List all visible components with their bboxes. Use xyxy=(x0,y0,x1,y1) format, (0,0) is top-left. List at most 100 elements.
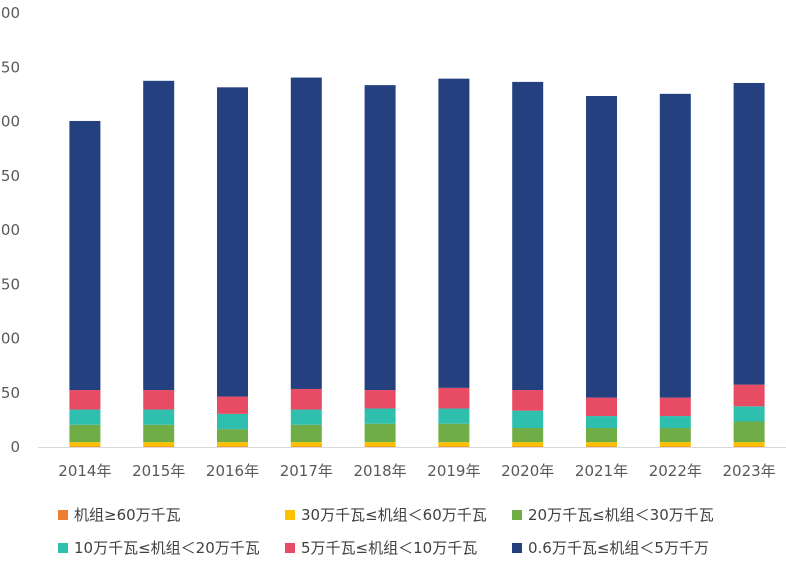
bar-segment xyxy=(143,80,175,391)
legend-item-5-10: 5万千瓦≤机组＜10万千瓦 xyxy=(285,537,512,558)
bar-segment xyxy=(143,409,175,425)
bar-segment xyxy=(512,390,544,411)
bar-segment xyxy=(69,442,101,447)
x-tick-label: 2018年 xyxy=(354,462,407,480)
x-tick-label: 2015年 xyxy=(132,462,185,480)
bar-segment xyxy=(69,446,101,447)
x-tick-label: 2021年 xyxy=(575,462,628,480)
x-tick-label: 2017年 xyxy=(280,462,333,480)
bar-segment xyxy=(290,388,322,410)
bar-segment xyxy=(733,82,765,385)
x-tick-label: 2014年 xyxy=(58,462,111,480)
bar-segment xyxy=(512,428,544,443)
y-tick-label: 200 xyxy=(0,221,20,239)
bar-segment xyxy=(659,397,691,417)
x-tick-label: 2019年 xyxy=(427,462,480,480)
bar-segment xyxy=(659,93,691,398)
bar-segment xyxy=(733,442,765,447)
bar-segment xyxy=(512,81,544,391)
legend-swatch xyxy=(512,542,522,553)
bar-segment xyxy=(364,446,396,447)
legend-swatch xyxy=(285,542,295,553)
legend-row-1: 机组≥60万千瓦 30万千瓦≤机组＜60万千瓦 20万千瓦≤机组＜30万千瓦 xyxy=(58,498,778,531)
legend-label: 10万千瓦≤机组＜20万千瓦 xyxy=(74,539,260,557)
legend-item-10-20: 10万千瓦≤机组＜20万千瓦 xyxy=(58,537,285,558)
bar-segment xyxy=(586,446,617,447)
bar-segment xyxy=(217,413,248,430)
x-axis: 2014年 2015年 2016年 2017年 2018年 2019年 2020年 2021年… xyxy=(58,462,775,480)
bar-segment xyxy=(586,397,617,417)
bar-segment xyxy=(217,446,248,447)
y-tick-label: 150 xyxy=(0,275,20,293)
bar-segment xyxy=(143,446,175,447)
x-tick-label: 2020年 xyxy=(501,462,554,480)
bar-segment xyxy=(69,390,101,410)
stacked-bar-chart: 0 50 100 150 200 250 300 350 400 2014年 2015年 2016年… xyxy=(0,4,786,480)
bar-segment xyxy=(659,446,691,447)
bar-segment xyxy=(659,416,691,429)
bar-segment xyxy=(438,442,470,447)
bar-segment xyxy=(217,87,248,397)
y-tick-label: 50 xyxy=(1,384,20,402)
legend-swatch xyxy=(285,509,295,520)
legend-swatch xyxy=(512,509,522,520)
bar-segment xyxy=(217,442,248,447)
bar-segment xyxy=(364,390,396,409)
bar-segment xyxy=(143,390,175,410)
legend-label: 20万千瓦≤机组＜30万千瓦 xyxy=(528,506,714,524)
bar-segment xyxy=(586,96,617,398)
bar-segment xyxy=(364,408,396,424)
bar-segment xyxy=(290,409,322,425)
bar-segment xyxy=(364,85,396,391)
x-tick-label: 2022年 xyxy=(649,462,702,480)
bar-segment xyxy=(290,442,322,447)
bar-segment xyxy=(143,424,175,443)
legend-label: 0.6万千瓦≤机组＜5万千万 xyxy=(528,539,709,557)
y-tick-label: 400 xyxy=(0,4,20,22)
y-tick-label: 300 xyxy=(0,113,20,131)
bar-segment xyxy=(586,442,617,447)
bar-segment xyxy=(659,442,691,447)
bar-segment xyxy=(733,421,765,443)
bar-segment xyxy=(733,384,765,407)
bar-segment xyxy=(69,120,101,391)
y-tick-label: 100 xyxy=(0,330,20,348)
bar-segment xyxy=(438,446,470,447)
bar-segment xyxy=(69,409,101,425)
bar-segment xyxy=(217,429,248,443)
x-tick-label: 2016年 xyxy=(206,462,259,480)
bar-segment xyxy=(438,408,470,424)
bar-segment xyxy=(586,416,617,429)
bar-segment xyxy=(364,442,396,447)
bar-segment xyxy=(512,446,544,447)
bar-segment xyxy=(364,423,396,443)
bar-segment xyxy=(659,428,691,443)
legend-swatch xyxy=(58,542,68,553)
bar-segment xyxy=(143,442,175,447)
bar-segment xyxy=(290,424,322,443)
legend-item-30-60: 30万千瓦≤机组＜60万千瓦 xyxy=(285,504,512,525)
bar-segment xyxy=(290,77,322,389)
bar-segment xyxy=(733,406,765,422)
bar-segment xyxy=(512,410,544,429)
legend-item-ge-60: 机组≥60万千瓦 xyxy=(58,504,285,525)
bar-segment xyxy=(586,428,617,443)
bar-segment xyxy=(290,446,322,447)
y-tick-label: 250 xyxy=(0,167,20,185)
legend-label: 5万千瓦≤机组＜10万千瓦 xyxy=(301,539,478,557)
y-tick-label: 0 xyxy=(10,438,20,456)
legend-item-0.6-5: 0.6万千瓦≤机组＜5万千万 xyxy=(512,537,709,558)
y-axis: 0 50 100 150 200 250 300 350 400 xyxy=(0,4,20,456)
bar-segment xyxy=(438,78,470,388)
legend-label: 30万千瓦≤机组＜60万千瓦 xyxy=(301,506,487,524)
x-tick-label: 2023年 xyxy=(723,462,776,480)
legend-label: 机组≥60万千瓦 xyxy=(74,506,181,524)
bar-segment xyxy=(438,423,470,443)
legend-item-20-30: 20万千瓦≤机组＜30万千瓦 xyxy=(512,504,714,525)
legend-row-2: 10万千瓦≤机组＜20万千瓦 5万千瓦≤机组＜10万千瓦 0.6万千瓦≤机组＜5… xyxy=(58,531,778,564)
bar-segment xyxy=(512,442,544,447)
bar-segment xyxy=(217,396,248,414)
bar-segment xyxy=(438,387,470,409)
legend: 机组≥60万千瓦 30万千瓦≤机组＜60万千瓦 20万千瓦≤机组＜30万千瓦 1… xyxy=(58,498,778,564)
bars xyxy=(69,77,765,447)
